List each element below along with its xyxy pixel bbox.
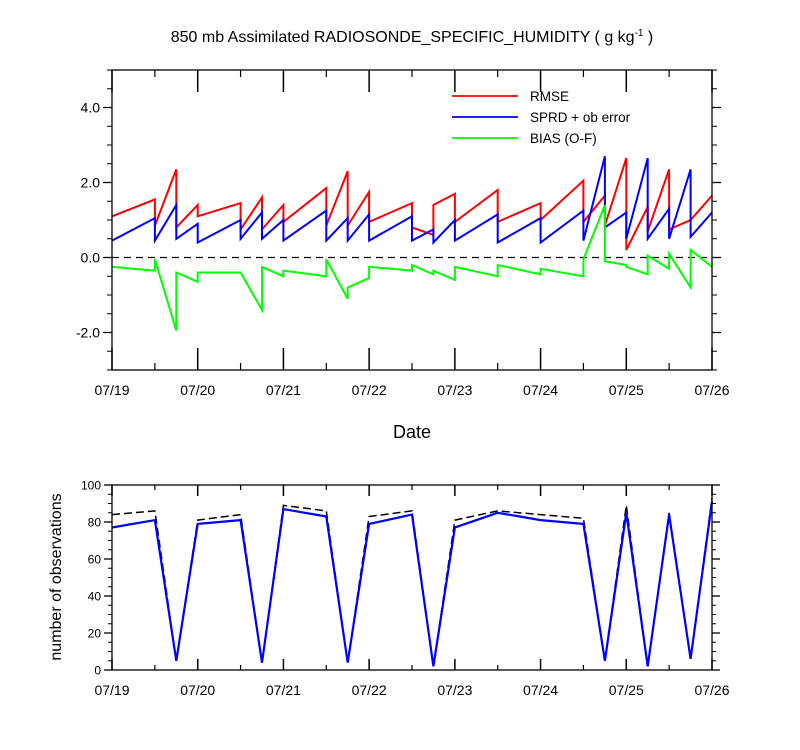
legend-label-0: RMSE — [530, 89, 569, 104]
top-x-tick-label: 07/24 — [523, 382, 558, 398]
top-x-tick-label: 07/26 — [694, 382, 729, 398]
top-series-2 — [111, 204, 713, 331]
top-x-tick-label: 07/23 — [437, 382, 472, 398]
top-y-tick-label: 0.0 — [81, 250, 101, 266]
bottom-x-tick-label: 07/20 — [180, 682, 215, 698]
bottom-plot-frame — [111, 484, 713, 671]
top-plot-area: 07/19 07/20 07/21 07/22 07/23 07/24 07/25 07/26… — [76, 69, 730, 398]
bottom-x-tick-label: 07/26 — [694, 682, 729, 698]
bottom-x-tick-label: 07/19 — [94, 682, 129, 698]
bottom-y-tick-label: 100 — [81, 478, 101, 492]
bottom-y-tick-label: 80 — [88, 515, 102, 529]
legend-label-1: SPRD + ob error — [530, 110, 631, 125]
top-y-tick-label: 2.0 — [81, 175, 101, 191]
top-series-1 — [111, 156, 713, 245]
bottom-y-tick-label: 60 — [88, 552, 102, 566]
top-x-tick-label: 07/20 — [180, 382, 215, 398]
legend: RMSE SPRD + ob error BIAS (O-F) — [452, 89, 631, 146]
top-y-tick-label: 4.0 — [81, 100, 101, 116]
bottom-series-1 — [111, 501, 714, 667]
chart-title-superscript: -1 — [635, 28, 644, 39]
top-x-tick-label: 07/25 — [609, 382, 644, 398]
bottom-y-tick-label: 0 — [94, 663, 101, 677]
bottom-x-tick-label: 07/23 — [437, 682, 472, 698]
chart-title-main: 850 mb Assimilated RADIOSONDE_SPECIFIC_H… — [171, 29, 635, 46]
chart-title: 850 mb Assimilated RADIOSONDE_SPECIFIC_H… — [171, 28, 654, 46]
legend-label-2: BIAS (O-F) — [530, 131, 597, 146]
bottom-x-tick-label: 07/22 — [352, 682, 387, 698]
bottom-x-tick-label: 07/25 — [609, 682, 644, 698]
bottom-y-tick-label: 40 — [88, 589, 102, 603]
top-x-tick-label: 07/19 — [94, 382, 129, 398]
bottom-y-tick-label: 20 — [88, 626, 102, 640]
top-x-tick-label: 07/21 — [266, 382, 301, 398]
bottom-plot-area: 07/19 07/20 07/21 07/22 07/23 07/24 07/25 07/26… — [81, 478, 730, 698]
top-y-tick-label: -2.0 — [76, 325, 100, 341]
chart-title-end: ) — [643, 29, 653, 46]
bottom-x-tick-label: 07/24 — [523, 682, 558, 698]
bottom-x-tick-label: 07/21 — [266, 682, 301, 698]
top-x-tick-label: 07/22 — [352, 382, 387, 398]
top-x-axis-label: Date — [393, 422, 431, 442]
bottom-y-axis-label: number of observations — [48, 493, 65, 660]
